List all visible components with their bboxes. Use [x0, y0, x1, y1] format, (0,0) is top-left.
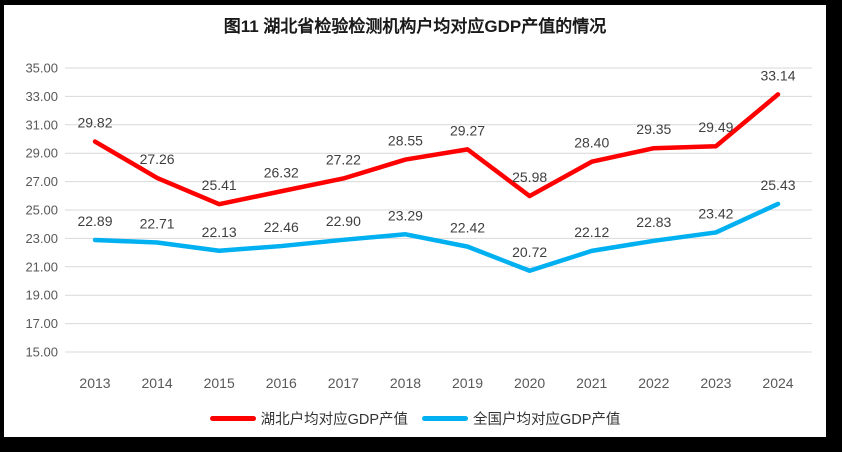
data-label: 29.27	[450, 122, 485, 138]
data-label: 23.29	[388, 207, 423, 223]
legend-line-blue-icon	[422, 416, 468, 421]
x-tick-label: 2016	[266, 375, 297, 391]
x-tick-label: 2014	[142, 375, 173, 391]
x-tick-label: 2017	[328, 375, 359, 391]
line-chart: 15.00 17.00 19.00 21.00 23.00 25.00 27.00 29.00…	[25, 61, 812, 391]
y-tick-label: 21.00	[25, 259, 58, 274]
x-tick-label: 2013	[79, 375, 110, 391]
y-tick-label: 17.00	[25, 316, 58, 331]
y-tick-label: 31.00	[25, 117, 58, 132]
x-tick-label: 2024	[762, 375, 793, 391]
chart-title: 图11 湖北省检验检测机构户均对应GDP产值的情况	[223, 17, 607, 36]
data-label: 26.32	[264, 164, 299, 180]
data-label: 23.42	[698, 205, 733, 221]
x-tick-label: 2023	[700, 375, 731, 391]
legend: 湖北户均对应GDP产值 全国户均对应GDP产值	[4, 408, 826, 429]
y-tick-label: 15.00	[25, 345, 58, 360]
data-label: 22.13	[202, 224, 237, 240]
x-tick-label: 2019	[452, 375, 483, 391]
data-label: 22.89	[77, 213, 112, 229]
data-label: 28.40	[574, 135, 609, 151]
legend-item-hubei: 湖北户均对应GDP产值	[209, 408, 408, 429]
y-tick-label: 33.00	[25, 89, 58, 104]
x-tick-label: 2020	[514, 375, 545, 391]
data-label: 22.12	[574, 224, 609, 240]
y-tick-label: 35.00	[25, 61, 58, 76]
y-tick-label: 25.00	[25, 203, 58, 218]
y-tick-label: 19.00	[25, 288, 58, 303]
data-label: 27.26	[140, 151, 175, 167]
data-label: 22.42	[450, 220, 485, 236]
data-label: 29.49	[698, 119, 733, 135]
data-label: 22.71	[140, 216, 175, 232]
data-label: 27.22	[326, 151, 361, 167]
series-line	[92, 201, 781, 274]
data-label: 20.72	[512, 244, 547, 260]
legend-item-national: 全国户均对应GDP产值	[422, 408, 620, 429]
data-label: 22.83	[636, 214, 671, 230]
data-label: 29.82	[77, 115, 112, 131]
x-tick-label: 2021	[576, 375, 607, 391]
x-tick-label: 2022	[638, 375, 669, 391]
data-label: 29.35	[636, 121, 671, 137]
y-tick-label: 23.00	[25, 231, 58, 246]
data-label: 22.46	[264, 219, 299, 235]
series-line	[92, 92, 781, 207]
x-tick-label: 2015	[204, 375, 235, 391]
data-label: 25.43	[760, 177, 795, 193]
chart-canvas: 图11 湖北省检验检测机构户均对应GDP产值的情况 15.00 17.00 19.0…	[4, 5, 826, 437]
legend-label-national: 全国户均对应GDP产值	[473, 412, 621, 428]
data-label: 33.14	[760, 67, 795, 83]
data-label: 28.55	[388, 133, 423, 149]
legend-line-red-icon	[209, 416, 256, 421]
y-tick-label: 29.00	[25, 146, 58, 161]
y-tick-label: 27.00	[25, 174, 58, 189]
legend-label-hubei: 湖北户均对应GDP产值	[260, 412, 408, 428]
data-label: 22.90	[326, 213, 361, 229]
data-label: 25.98	[512, 169, 547, 185]
data-label: 25.41	[202, 177, 237, 193]
x-tick-label: 2018	[390, 375, 421, 391]
